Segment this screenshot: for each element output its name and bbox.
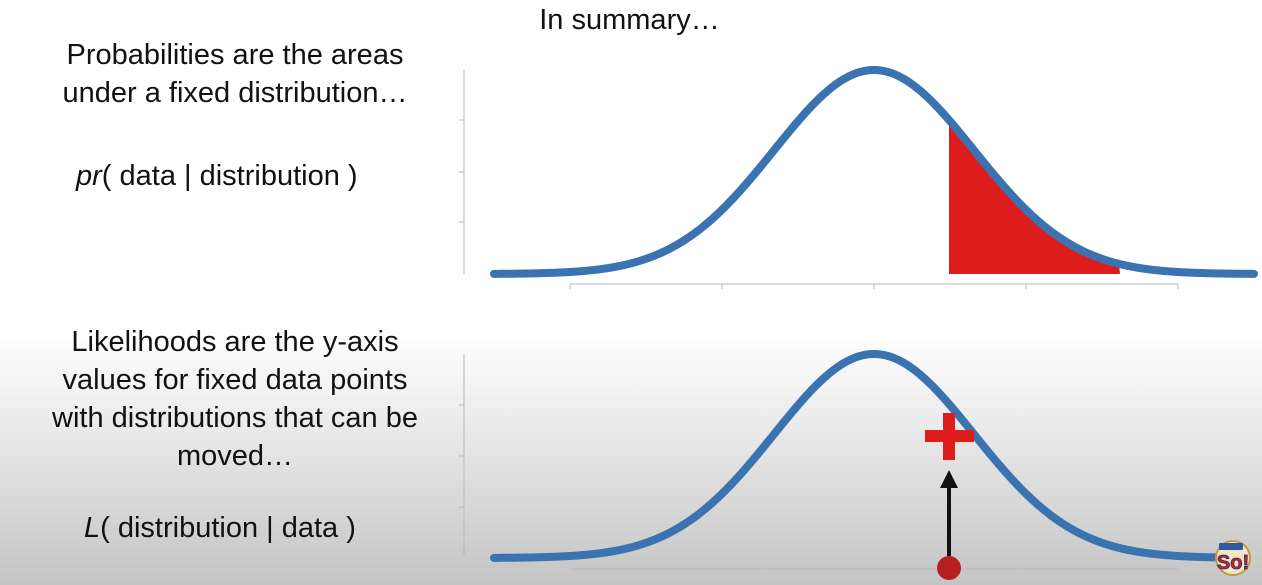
- logo-text: So!: [1217, 552, 1249, 574]
- probability-formula-symbol: pr: [76, 160, 102, 192]
- fixed-data-point: [937, 556, 961, 580]
- slide-title: In summary…: [539, 4, 720, 36]
- top-axes: [459, 70, 1179, 289]
- probability-line-1: Probabilities are the areas: [66, 39, 404, 71]
- likelihood-formula-args: ( distribution | data ): [100, 512, 356, 544]
- movable-distribution-curve: [490, 349, 1222, 562]
- likelihood-arrow-head: [940, 470, 958, 488]
- probability-formula-args: ( data | distribution ): [101, 160, 358, 192]
- likelihood-marker-plus-icon: [925, 413, 974, 460]
- tail-probability-area: [949, 120, 1120, 274]
- likelihood-line-1: Likelihoods are the y-axis: [71, 326, 399, 358]
- channel-logo: So!: [1215, 540, 1251, 576]
- probability-line-2: under a fixed distribution…: [62, 77, 408, 109]
- likelihood-line-4: moved…: [176, 440, 294, 472]
- probability-formula: pr( data | distribution ): [76, 160, 358, 193]
- probability-description: Probabilities are the areas under a fixe…: [20, 36, 450, 112]
- likelihood-line-3: with distributions that can be: [52, 402, 418, 434]
- likelihood-formula-symbol: L: [84, 512, 101, 544]
- likelihood-description: Likelihoods are the y-axis values for fi…: [15, 323, 455, 475]
- likelihood-line-2: values for fixed data points: [62, 364, 408, 396]
- fixed-distribution-curve: [490, 65, 1258, 278]
- bottom-axes: [459, 354, 1178, 570]
- likelihood-formula: L( distribution | data ): [84, 512, 356, 545]
